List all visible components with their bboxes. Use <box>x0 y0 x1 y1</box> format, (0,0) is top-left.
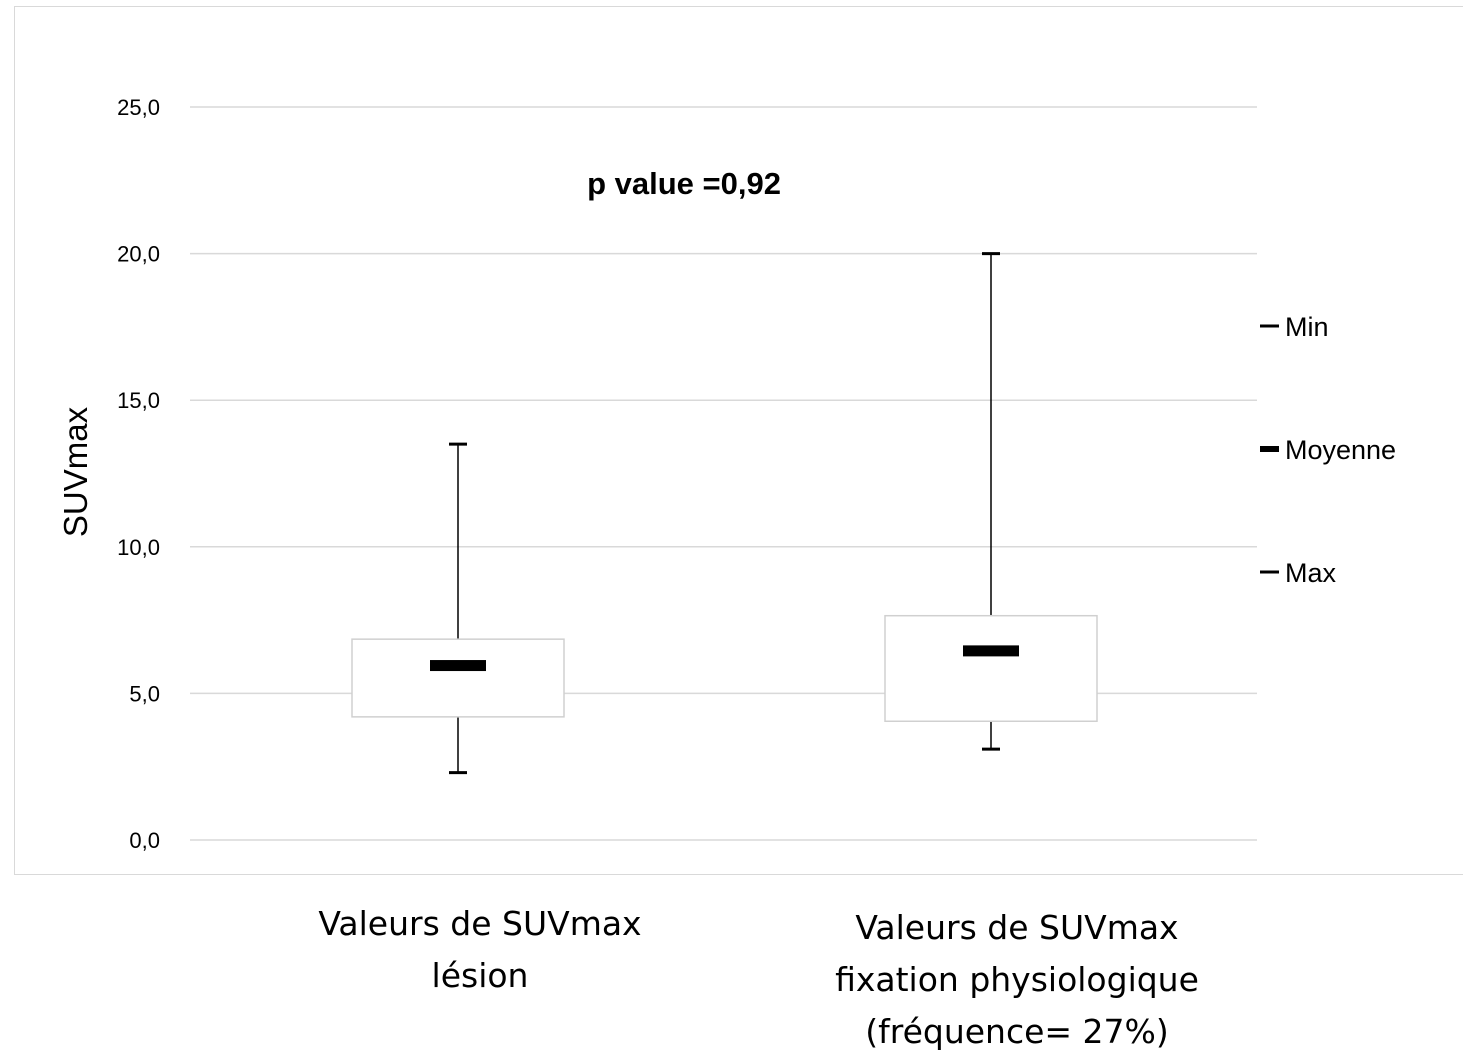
y-tick-label: 25,0 <box>117 95 160 120</box>
mean-marker <box>430 660 486 672</box>
p-value-annotation: p value =0,92 <box>587 166 781 201</box>
gridlines <box>190 106 1257 841</box>
y-axis-label: SUVmax <box>57 406 94 537</box>
category-label-line: lésion <box>431 956 529 995</box>
mean-marker <box>963 645 1019 657</box>
y-tick-label: 10,0 <box>117 535 160 560</box>
category-label-line: Valeurs de SUVmax <box>855 908 1179 947</box>
y-tick-label: 20,0 <box>117 242 160 267</box>
legend: Min Moyenne Max <box>1260 312 1396 588</box>
box-series-2 <box>884 252 1098 751</box>
legend-entry: Max <box>1285 558 1337 588</box>
y-tick-label: 15,0 <box>117 388 160 413</box>
category-label-line: Valeurs de SUVmax <box>318 904 642 943</box>
y-tick-labels: 0,0 5,0 10,0 15,0 20,0 25,0 <box>117 95 160 853</box>
y-tick-label: 5,0 <box>129 681 160 706</box>
x-category-label: Valeurs de SUVmax fixation physiologique (… <box>737 902 1297 1058</box>
iqr-box <box>351 638 565 718</box>
box-series-1 <box>351 442 565 775</box>
boxes <box>351 252 1098 775</box>
category-label-line: fixation physiologique <box>835 960 1199 999</box>
legend-entry: Min <box>1285 312 1329 342</box>
iqr-box <box>884 614 1098 723</box>
legend-entry: Moyenne <box>1285 435 1396 465</box>
x-category-label: Valeurs de SUVmax lésion <box>200 898 760 1002</box>
category-label-line: (fréquence= 27%) <box>865 1012 1169 1051</box>
chart-frame <box>14 6 1463 875</box>
y-tick-label: 0,0 <box>129 828 160 853</box>
